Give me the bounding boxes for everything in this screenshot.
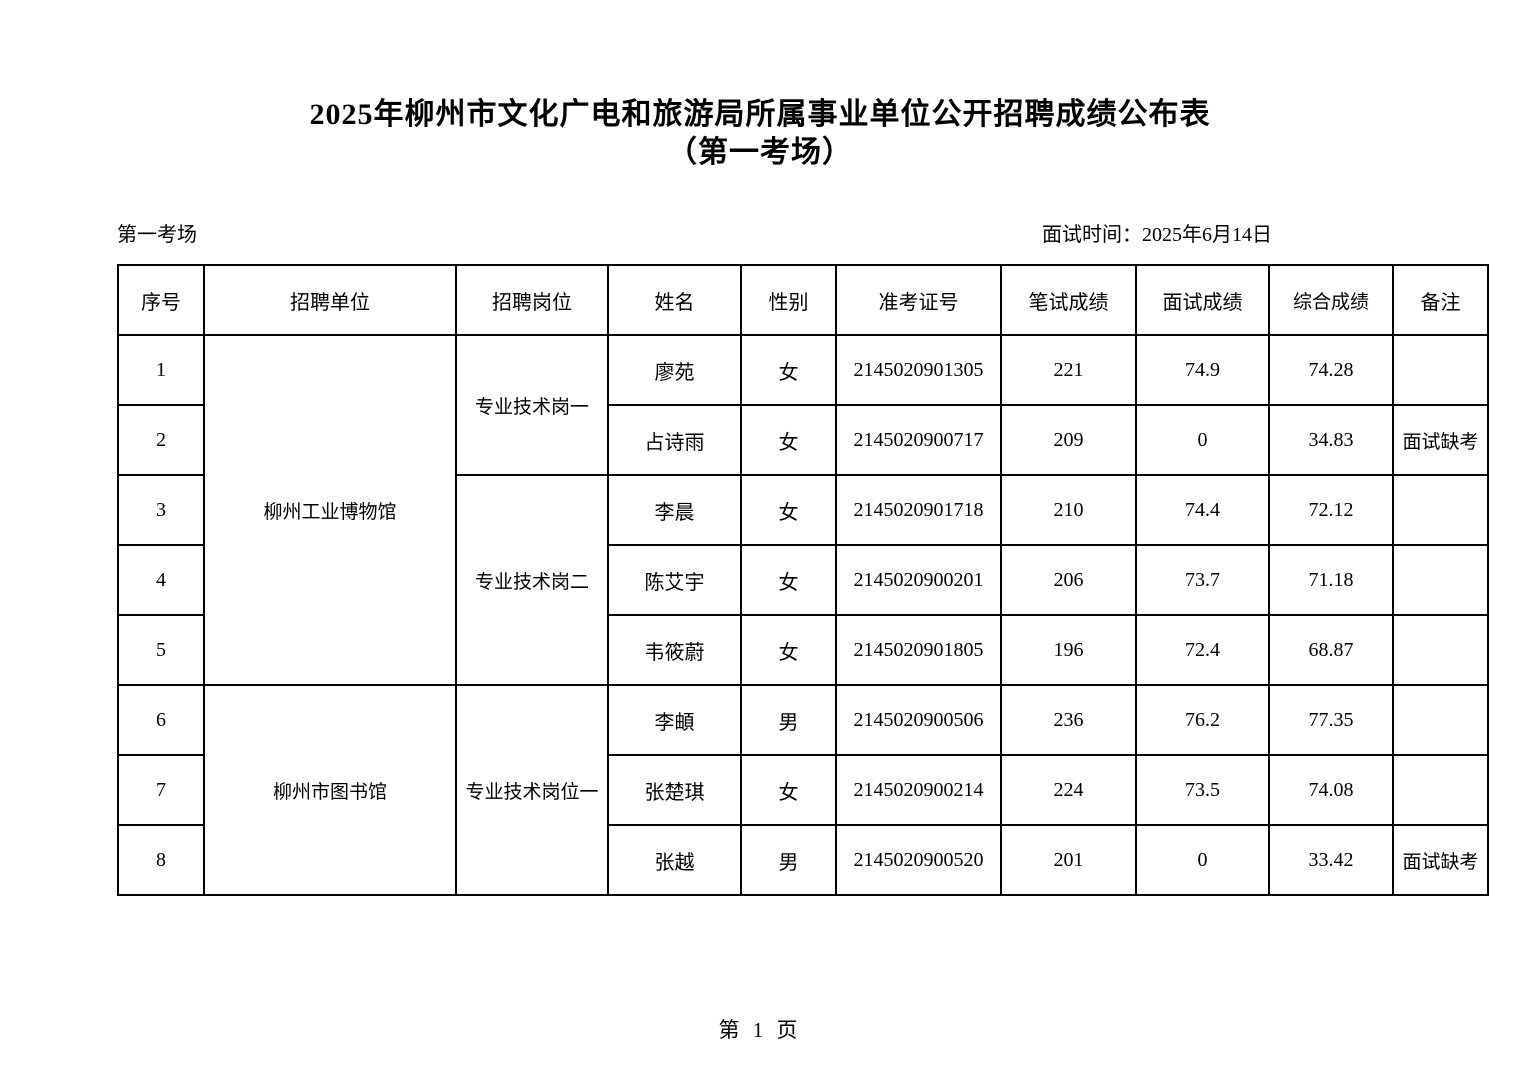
interview-score-cell: 0 [1135, 404, 1270, 476]
table-row: 1 柳州工业博物馆 专业技术岗一 廖苑 女 2145020901305 221 … [117, 334, 1489, 686]
written-score-cell: 196 [1000, 614, 1137, 686]
note-cell [1392, 334, 1489, 406]
interview-time-label: 面试时间：2025年6月14日 [1042, 224, 1272, 246]
ticket-cell: 2145020901805 [835, 614, 1002, 686]
table-row: 5 韦筱蔚 女 2145020901805 196 72.4 68.87 [117, 614, 1489, 686]
interview-score-cell: 72.4 [1135, 614, 1270, 686]
column-header-position: 招聘岗位 [455, 264, 609, 336]
position-cell: 专业技术岗位一 [455, 684, 609, 896]
written-score-cell: 201 [1000, 824, 1137, 896]
overall-score-cell: 71.18 [1268, 544, 1394, 616]
note-cell: 面试缺考 [1392, 404, 1489, 476]
table-row: 8 张越 男 2145020900520 201 0 33.42 面试缺考 [117, 824, 1489, 896]
note-cell [1392, 754, 1489, 826]
overall-score-cell: 74.08 [1268, 754, 1394, 826]
name-cell: 廖苑 [607, 334, 742, 406]
name-cell: 李頔 [607, 684, 742, 756]
table-row: 6 柳州市图书馆 专业技术岗位一 李頔 男 2145020900506 236 … [117, 684, 1489, 896]
name-cell: 李晨 [607, 474, 742, 546]
column-header-gender: 性别 [740, 264, 837, 336]
note-cell [1392, 614, 1489, 686]
note-cell [1392, 684, 1489, 756]
table-row: 2 占诗雨 女 2145020900717 209 0 34.83 面试缺考 [117, 404, 1489, 476]
gender-cell: 男 [740, 824, 837, 896]
no-cell: 1 [117, 334, 205, 406]
page-number: 第 1 页 [718, 1018, 802, 1042]
name-cell: 张楚琪 [607, 754, 742, 826]
overall-score-cell: 72.12 [1268, 474, 1394, 546]
name-cell: 陈艾宇 [607, 544, 742, 616]
written-score-cell: 206 [1000, 544, 1137, 616]
header-row: 序号 招聘单位 招聘岗位 姓名 性别 准考证号 笔试成绩 面试成绩 综合成绩 备… [117, 264, 1489, 336]
gender-cell: 男 [740, 684, 837, 756]
no-cell: 5 [117, 614, 205, 686]
no-cell: 4 [117, 544, 205, 616]
interview-score-cell: 74.4 [1135, 474, 1270, 546]
position-cell: 专业技术岗一 [455, 334, 609, 476]
column-header-name: 姓名 [607, 264, 742, 336]
no-cell: 8 [117, 824, 205, 896]
score-table: 序号 招聘单位 招聘岗位 姓名 性别 准考证号 笔试成绩 面试成绩 综合成绩 备… [117, 264, 1489, 896]
overall-score-cell: 74.28 [1268, 334, 1394, 406]
interview-score-cell: 0 [1135, 824, 1270, 896]
column-header-note: 备注 [1392, 264, 1489, 336]
column-header-unit: 招聘单位 [203, 264, 457, 336]
table-row: 7 张楚琪 女 2145020900214 224 73.5 74.08 [117, 754, 1489, 826]
ticket-cell: 2145020900201 [835, 544, 1002, 616]
ticket-cell: 2145020901718 [835, 474, 1002, 546]
column-header-interview-score: 面试成绩 [1135, 264, 1270, 336]
ticket-cell: 2145020900520 [835, 824, 1002, 896]
interview-score-cell: 76.2 [1135, 684, 1270, 756]
table-row: 3 专业技术岗二 李晨 女 2145020901718 210 74.4 72.… [117, 474, 1489, 686]
no-cell: 6 [117, 684, 205, 756]
gender-cell: 女 [740, 754, 837, 826]
ticket-cell: 2145020900506 [835, 684, 1002, 756]
written-score-cell: 210 [1000, 474, 1137, 546]
gender-cell: 女 [740, 474, 837, 546]
interview-score-cell: 73.5 [1135, 754, 1270, 826]
gender-cell: 女 [740, 404, 837, 476]
column-header-ticket: 准考证号 [835, 264, 1002, 336]
note-cell: 面试缺考 [1392, 824, 1489, 896]
table-row: 4 陈艾宇 女 2145020900201 206 73.7 71.18 [117, 544, 1489, 616]
gender-cell: 女 [740, 614, 837, 686]
overall-score-cell: 34.83 [1268, 404, 1394, 476]
interview-score-cell: 74.9 [1135, 334, 1270, 406]
no-cell: 2 [117, 404, 205, 476]
written-score-cell: 221 [1000, 334, 1137, 406]
page-title: 2025年柳州市文化广电和旅游局所属事业单位公开招聘成绩公布表 （第一考场） [0, 96, 1520, 172]
note-cell [1392, 544, 1489, 616]
interview-score-cell: 73.7 [1135, 544, 1270, 616]
title-line-2: （第一考场） [667, 136, 853, 169]
ticket-cell: 2145020901305 [835, 334, 1002, 406]
ticket-cell: 2145020900214 [835, 754, 1002, 826]
overall-score-cell: 77.35 [1268, 684, 1394, 756]
name-cell: 张越 [607, 824, 742, 896]
position-cell: 专业技术岗二 [455, 474, 609, 686]
name-cell: 韦筱蔚 [607, 614, 742, 686]
name-cell: 占诗雨 [607, 404, 742, 476]
column-header-no: 序号 [117, 264, 205, 336]
overall-score-cell: 68.87 [1268, 614, 1394, 686]
no-cell: 3 [117, 474, 205, 546]
gender-cell: 女 [740, 544, 837, 616]
written-score-cell: 236 [1000, 684, 1137, 756]
no-cell: 7 [117, 754, 205, 826]
unit-cell: 柳州市图书馆 [203, 684, 457, 896]
written-score-cell: 224 [1000, 754, 1137, 826]
note-cell [1392, 474, 1489, 546]
column-header-written-score: 笔试成绩 [1000, 264, 1137, 336]
venue-label: 第一考场 [117, 224, 197, 246]
meta-row: 第一考场 面试时间：2025年6月14日 [117, 218, 1487, 247]
column-header-overall-score: 综合成绩 [1268, 264, 1394, 336]
written-score-cell: 209 [1000, 404, 1137, 476]
unit-cell: 柳州工业博物馆 [203, 334, 457, 686]
ticket-cell: 2145020900717 [835, 404, 1002, 476]
gender-cell: 女 [740, 334, 837, 406]
overall-score-cell: 33.42 [1268, 824, 1394, 896]
title-line-1: 2025年柳州市文化广电和旅游局所属事业单位公开招聘成绩公布表 [309, 98, 1211, 131]
